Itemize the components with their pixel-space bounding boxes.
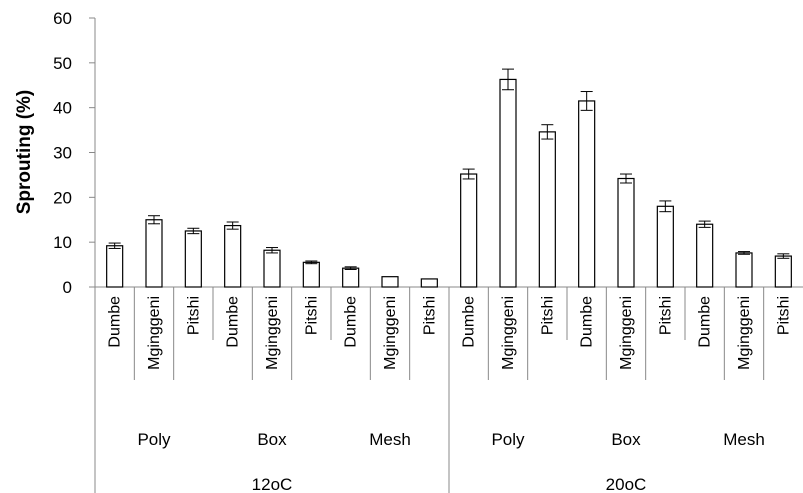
bar xyxy=(302,261,320,288)
temperature-label: 20oC xyxy=(606,475,647,493)
bar xyxy=(420,278,438,288)
packaging-label: Mesh xyxy=(369,430,411,449)
category-label: Dumbe xyxy=(107,296,124,348)
bar xyxy=(342,267,360,288)
category-label: Mginggeni xyxy=(736,296,753,370)
packaging-label: Mesh xyxy=(723,430,765,449)
bar xyxy=(696,223,714,288)
category-label: Dumbe xyxy=(461,296,478,348)
bar xyxy=(774,255,792,288)
y-tick-label: 20 xyxy=(53,188,72,207)
bar xyxy=(617,177,635,288)
bar xyxy=(578,100,596,288)
bar xyxy=(106,245,124,288)
category-label: Mginggeni xyxy=(264,296,281,370)
category-label: Mginggeni xyxy=(146,296,163,370)
packaging-label: Poly xyxy=(137,430,171,449)
category-label: Mginggeni xyxy=(500,296,517,370)
x-labels: Dumbe Mginggeni Pitshi Dumbe Mginggeni Pitshi… xyxy=(107,287,792,493)
y-ticks: 0 10 20 30 40 50 60 xyxy=(53,9,95,297)
category-label: Pitshi xyxy=(657,296,674,335)
temperature-label: 12oC xyxy=(252,475,293,493)
category-label: Pitshi xyxy=(775,296,792,335)
category-label: Pitshi xyxy=(539,296,556,335)
bar xyxy=(538,131,556,288)
category-label: Dumbe xyxy=(579,296,596,348)
category-label: Dumbe xyxy=(697,296,714,348)
bar xyxy=(381,276,399,288)
category-label: Pitshi xyxy=(185,296,202,335)
bar xyxy=(145,219,163,288)
y-tick-label: 10 xyxy=(53,233,72,252)
category-label: Dumbe xyxy=(343,296,360,348)
packaging-label: Poly xyxy=(491,430,525,449)
bar xyxy=(224,224,242,288)
category-label: Pitshi xyxy=(421,296,438,335)
y-tick-label: 30 xyxy=(53,144,72,163)
category-label: Mginggeni xyxy=(382,296,399,370)
packaging-label: Box xyxy=(257,430,287,449)
y-tick-label: 0 xyxy=(63,278,72,297)
category-label: Pitshi xyxy=(303,296,320,335)
y-axis-label: Sprouting (%) xyxy=(14,90,35,215)
bar xyxy=(184,230,202,288)
category-label: Mginggeni xyxy=(618,296,635,370)
bar xyxy=(460,173,478,288)
bars xyxy=(106,68,792,288)
bar xyxy=(499,78,517,288)
y-tick-label: 50 xyxy=(53,54,72,73)
bar xyxy=(735,252,753,288)
bar xyxy=(656,205,674,288)
category-label: Dumbe xyxy=(225,296,242,348)
packaging-label: Box xyxy=(611,430,641,449)
bar xyxy=(263,249,281,288)
y-tick-label: 60 xyxy=(53,9,72,28)
y-tick-label: 40 xyxy=(53,99,72,118)
